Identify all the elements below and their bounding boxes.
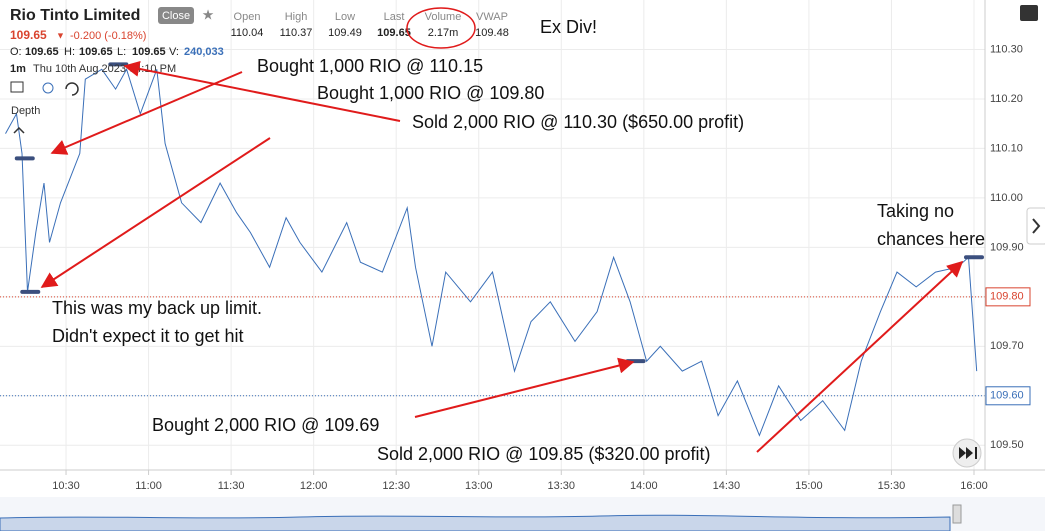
- x-tick-label: 13:00: [465, 480, 493, 492]
- annotation: Didn't expect it to get hit: [52, 326, 244, 346]
- y-tick-label: 109.50: [990, 439, 1024, 451]
- annotation: Taking no: [877, 201, 954, 221]
- arrow: [414, 357, 635, 418]
- stat-value: 109.48: [475, 27, 509, 39]
- annotation: Bought 1,000 RIO @ 110.15: [257, 56, 483, 76]
- arrows: [40, 60, 964, 453]
- stat-label: VWAP: [476, 11, 508, 23]
- x-tick-label: 14:00: [630, 480, 658, 492]
- star-icon[interactable]: ★: [202, 7, 215, 23]
- timestamp: Thu 10th Aug 2023 04:10 PM: [33, 63, 176, 75]
- annotation: Sold 2,000 RIO @ 110.30 ($650.00 profit): [412, 112, 744, 132]
- annotation: This was my back up limit.: [52, 298, 262, 318]
- y-tick-label: 110.30: [990, 43, 1023, 55]
- scroll-end-icon: [959, 447, 973, 459]
- x-tick-label: 11:00: [135, 480, 162, 492]
- stat-label: High: [285, 11, 308, 23]
- x-tick-label: 14:30: [713, 480, 741, 492]
- reference-label: 109.80: [990, 291, 1024, 303]
- title: Rio Tinto Limited: [10, 7, 140, 24]
- undo-icon[interactable]: [65, 82, 79, 96]
- stat-value: 110.04: [231, 27, 264, 39]
- x-tick-label: 12:00: [300, 480, 328, 492]
- price: 109.65: [10, 28, 47, 42]
- reference-box: [985, 287, 1031, 307]
- ohlc-value: 109.65: [79, 46, 113, 58]
- y-tick-label: 110.10: [990, 142, 1023, 154]
- stat-value: 2.17m: [428, 27, 459, 39]
- x-tick-label: 16:00: [960, 480, 988, 492]
- y-tick-label: 109.70: [990, 340, 1024, 352]
- interval[interactable]: 1m: [10, 63, 26, 75]
- y-tick-label: 110.20: [990, 93, 1023, 105]
- plot: [0, 0, 985, 470]
- highlight-circle: [406, 7, 476, 49]
- ohlc-value: 109.65: [132, 46, 166, 58]
- price-line: [5, 68, 978, 437]
- change: -0.200 (-0.18%): [70, 30, 146, 42]
- reference-box: [985, 386, 1031, 406]
- x-tick-label: 11:30: [218, 480, 245, 492]
- stats: Open 110.04 High 110.37 Low 109.49 Last 109.65 V…: [231, 11, 509, 39]
- ohlc-label: V:: [169, 46, 179, 58]
- arrow: [50, 71, 243, 155]
- stat-label: Last: [384, 11, 405, 23]
- stat-value: 110.37: [280, 27, 313, 39]
- x-tick-label: 12:30: [382, 480, 410, 492]
- expand-button[interactable]: [1026, 207, 1045, 245]
- annotation: Ex Div!: [540, 17, 597, 37]
- info-icon[interactable]: [42, 82, 54, 94]
- stat-value: 109.49: [328, 27, 362, 39]
- ohlc-label: L:: [117, 46, 126, 58]
- navigator-area: [0, 514, 951, 531]
- ohlc-label: H:: [64, 46, 75, 58]
- annotation: Bought 2,000 RIO @ 109.69: [152, 415, 379, 435]
- briefcase-icon[interactable]: [1020, 5, 1038, 21]
- ohlc: O: 109.65 H: 109.65 L: 109.65 V: 240,033: [10, 46, 224, 58]
- navigator-handle[interactable]: [952, 504, 962, 524]
- scroll-end-bar: [975, 447, 977, 459]
- x-tick-label: 15:30: [878, 480, 906, 492]
- y-tick-label: 110.00: [990, 192, 1023, 204]
- depth[interactable]: Depth: [11, 105, 40, 117]
- annotation: chances here: [877, 229, 985, 249]
- stat-label: Volume: [425, 11, 462, 23]
- stat-label: Open: [234, 11, 261, 23]
- expand-icon: [1032, 218, 1041, 234]
- stat-label: Low: [335, 11, 355, 23]
- ohlc-value: 240,033: [184, 46, 224, 58]
- ohlc-label: O:: [10, 46, 22, 58]
- arrow: [123, 60, 401, 122]
- reference-label: 109.60: [990, 390, 1024, 402]
- collapse-icon[interactable]: [13, 126, 25, 134]
- x-tick-label: 10:30: [52, 480, 80, 492]
- stat-value: 109.65: [377, 27, 411, 39]
- annotation: Bought 1,000 RIO @ 109.80: [317, 83, 544, 103]
- arrow: [756, 260, 964, 453]
- x-tick-label: 13:30: [548, 480, 576, 492]
- arrow: [40, 137, 271, 288]
- y-tick-label: 109.90: [990, 241, 1024, 253]
- x-tick-label: 15:00: [795, 480, 823, 492]
- status-badge[interactable]: [158, 7, 194, 24]
- save-icon[interactable]: [10, 81, 24, 93]
- down-arrow: ▼: [56, 30, 65, 40]
- annotation: Sold 2,000 RIO @ 109.85 ($320.00 profit): [377, 444, 710, 464]
- ohlc-value: 109.65: [25, 46, 59, 58]
- status: Close: [162, 10, 190, 22]
